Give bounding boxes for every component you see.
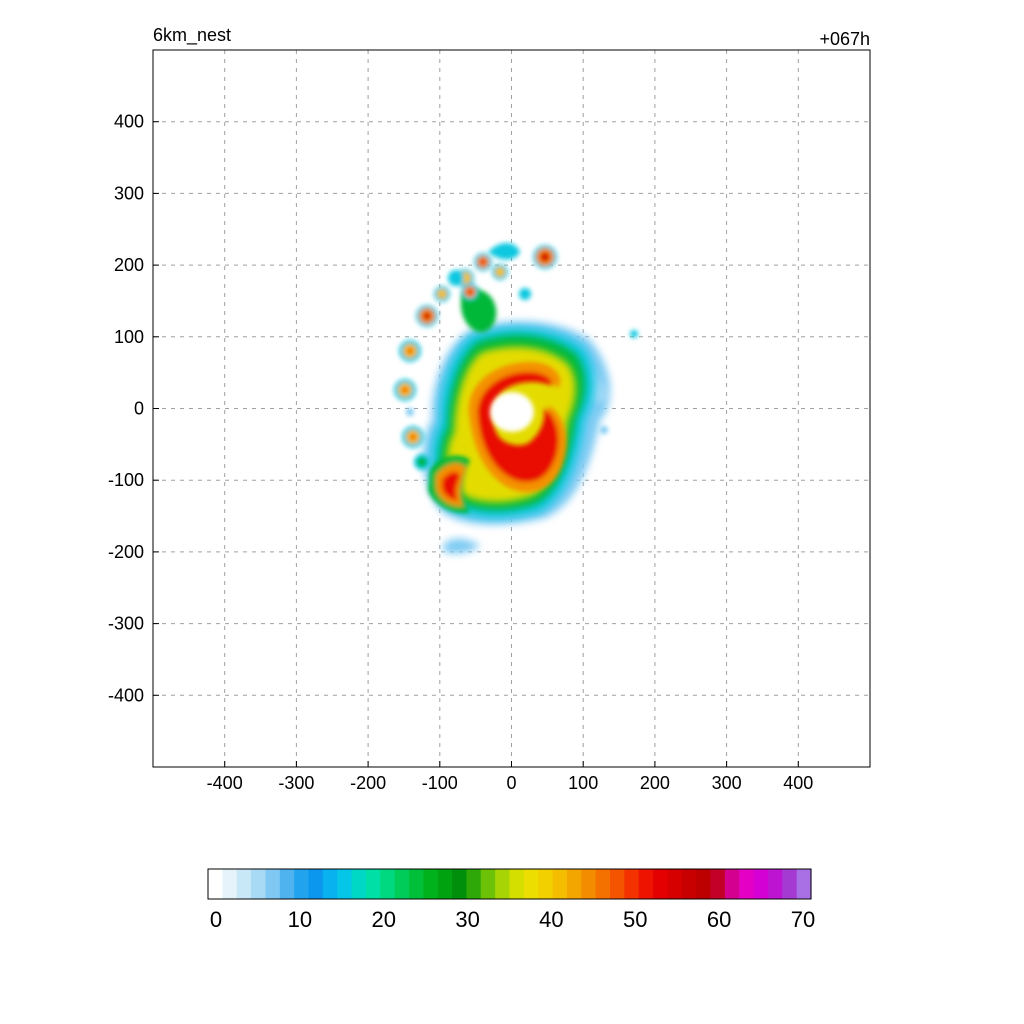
colorbar-swatch [236, 869, 252, 899]
colorbar-swatch [796, 869, 812, 899]
colorbar-swatch [638, 869, 654, 899]
storm-reflectivity-field [394, 243, 638, 554]
x-tick-label: -200 [350, 773, 386, 793]
colorbar-swatch [322, 869, 338, 899]
colorbar-swatch [466, 869, 482, 899]
y-tick-label: -200 [108, 542, 144, 562]
colorbar-swatch [724, 869, 740, 899]
colorbar-swatch [365, 869, 381, 899]
colorbar-swatch [753, 869, 769, 899]
colorbar-swatch [265, 869, 281, 899]
colorbar-swatch [538, 869, 554, 899]
y-tick-label: -400 [108, 685, 144, 705]
colorbar-swatch [437, 869, 453, 899]
colorbar-swatch [624, 869, 640, 899]
colorbar-swatch [710, 869, 726, 899]
colorbar-swatch [681, 869, 697, 899]
colorbar-swatch [452, 869, 468, 899]
colorbar-tick-label: 40 [539, 907, 563, 932]
colorbar-swatch [495, 869, 511, 899]
x-axis: -400 -300 -200 -100 0 100 200 300 400 [207, 761, 813, 793]
grid-lines [153, 50, 870, 767]
colorbar-tick-label: 20 [371, 907, 395, 932]
x-tick-label: -100 [422, 773, 458, 793]
forecast-hour-label: +067h [819, 29, 870, 49]
x-tick-label: 100 [568, 773, 598, 793]
x-tick-label: 0 [506, 773, 516, 793]
x-tick-label: -300 [278, 773, 314, 793]
colorbar-swatch [782, 869, 798, 899]
colorbar-tick-label: 30 [455, 907, 479, 932]
colorbar-swatch [308, 869, 324, 899]
y-axis: -400 -300 -200 -100 0 100 200 300 400 [108, 112, 159, 705]
colorbar-tick-labels: 0 10 20 30 40 50 60 70 [210, 907, 815, 932]
colorbar-swatch [351, 869, 367, 899]
y-tick-label: 400 [114, 112, 144, 132]
colorbar-swatch [610, 869, 625, 899]
colorbar [207, 868, 812, 900]
colorbar-swatch [595, 869, 611, 899]
colorbar-swatch [208, 869, 223, 899]
x-tick-label: -400 [207, 773, 243, 793]
colorbar-swatch [294, 869, 310, 899]
chart-title: 6km_nest [153, 25, 231, 46]
x-tick-label: 200 [640, 773, 670, 793]
colorbar-swatch [739, 869, 755, 899]
colorbar-tick-label: 0 [210, 907, 222, 932]
colorbar-swatch [279, 869, 295, 899]
colorbar-swatch [767, 869, 783, 899]
colorbar-tick-label: 10 [288, 907, 312, 932]
y-tick-label: 100 [114, 327, 144, 347]
x-tick-label: 300 [712, 773, 742, 793]
y-tick-label: -100 [108, 470, 144, 490]
colorbar-swatch [394, 869, 410, 899]
colorbar-swatch [480, 869, 496, 899]
colorbar-swatch [222, 869, 238, 899]
colorbar-swatch [667, 869, 683, 899]
colorbar-swatch [337, 869, 353, 899]
colorbar-swatch [653, 869, 669, 899]
colorbar-tick-label: 50 [623, 907, 647, 932]
colorbar-swatch [380, 869, 396, 899]
colorbar-swatch [566, 869, 582, 899]
colorbar-swatch [423, 869, 439, 899]
colorbar-frame [207, 868, 812, 900]
y-tick-label: -300 [108, 614, 144, 634]
x-tick-label: 400 [783, 773, 813, 793]
colorbar-swatch [523, 869, 539, 899]
colorbar-swatch [552, 869, 568, 899]
y-tick-label: 300 [114, 183, 144, 203]
colorbar-tick-label: 70 [791, 907, 815, 932]
colorbar-swatch [509, 869, 525, 899]
colorbar-swatch [581, 869, 597, 899]
colorbar-tick-label: 60 [707, 907, 731, 932]
colorbar-swatch [409, 869, 424, 899]
colorbar-swatch [696, 869, 712, 899]
colorbar-swatch [251, 869, 267, 899]
y-tick-label: 0 [134, 399, 144, 419]
y-tick-label: 200 [114, 255, 144, 275]
